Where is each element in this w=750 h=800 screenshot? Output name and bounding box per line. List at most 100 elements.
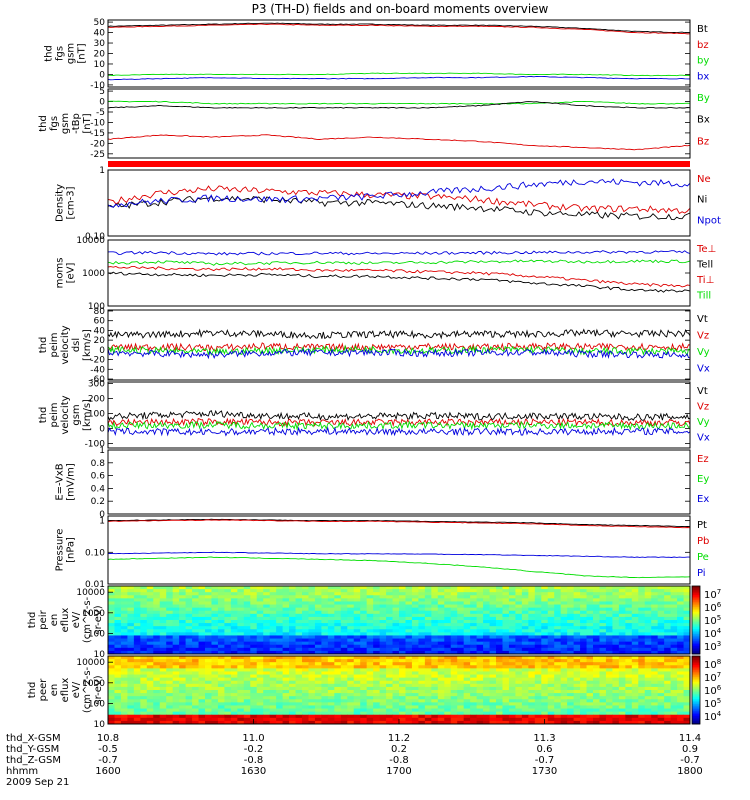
heatmap-cell	[560, 589, 568, 593]
heatmap-cell	[573, 650, 581, 655]
heatmap-cell	[185, 616, 193, 621]
x-tick-label: 1800	[677, 766, 702, 777]
heatmap-cell	[457, 714, 465, 719]
heatmap-cell	[127, 690, 135, 694]
heatmap-cell	[586, 620, 594, 624]
heatmap-cell	[612, 629, 620, 633]
heatmap-cell	[424, 708, 432, 713]
heatmap-cell	[153, 674, 161, 679]
heatmap-cell	[431, 601, 439, 606]
colorbar-cell	[692, 662, 700, 665]
heatmap-cell	[554, 598, 562, 602]
heatmap-cell	[185, 665, 193, 669]
heatmap-cell	[651, 623, 659, 627]
panel-frame	[107, 515, 691, 585]
heatmap-cell	[534, 674, 542, 679]
heatmap-cell	[437, 711, 445, 716]
heatmap-cell	[237, 607, 245, 612]
heatmap-cell	[612, 693, 620, 697]
heatmap-cell	[237, 690, 245, 694]
heatmap-cell	[605, 604, 613, 609]
heatmap-cell	[534, 680, 542, 685]
heatmap-cell	[386, 720, 394, 725]
heatmap-cell	[269, 708, 277, 713]
heatmap-cell	[554, 613, 562, 618]
y-axis-label-line: (cm^2-s-	[82, 666, 93, 713]
heatmap-cell	[515, 632, 523, 636]
legend-entry: Vz	[697, 402, 709, 413]
heatmap-cell	[230, 708, 238, 713]
heatmap-cell	[625, 635, 633, 640]
heatmap-cell	[502, 717, 510, 722]
heatmap-cell	[554, 632, 562, 636]
heatmap-cell	[379, 586, 387, 590]
heatmap-cell	[618, 620, 626, 624]
heatmap-cell	[302, 686, 309, 691]
heatmap-cell	[431, 604, 439, 609]
heatmap-cell	[379, 696, 387, 700]
heatmap-cell	[399, 604, 406, 609]
heatmap-cell	[418, 696, 426, 700]
colorbar-cell	[692, 609, 700, 612]
heatmap-cell	[230, 686, 238, 691]
heatmap-cell	[205, 665, 212, 669]
heatmap-cell	[327, 686, 335, 691]
heatmap-cell	[657, 711, 665, 716]
heatmap-cell	[353, 711, 361, 716]
heatmap-cell	[250, 690, 258, 694]
heatmap-cell	[302, 708, 309, 713]
heatmap-cell	[547, 659, 555, 663]
heatmap-cell	[483, 693, 491, 697]
heatmap-cell	[263, 665, 271, 669]
heatmap-cell	[528, 635, 536, 640]
heatmap-cell	[580, 620, 588, 624]
heatmap-cell	[599, 720, 607, 725]
heatmap-cell	[166, 677, 174, 682]
heatmap-cell	[360, 674, 368, 679]
heatmap-cell	[340, 641, 348, 646]
heatmap-cell	[541, 699, 549, 703]
heatmap-cell	[599, 702, 607, 706]
heatmap-cell	[379, 589, 387, 593]
heatmap-cell	[230, 711, 238, 716]
heatmap-cell	[444, 708, 452, 713]
heatmap-cell	[612, 616, 620, 621]
heatmap-cell	[580, 699, 588, 703]
heatmap-cell	[605, 647, 613, 652]
heatmap-cell	[282, 638, 290, 643]
heatmap-cell	[618, 641, 626, 646]
heatmap-cell	[153, 595, 161, 599]
heatmap-cell	[657, 650, 665, 655]
heatmap-cell	[528, 607, 536, 612]
heatmap-cell	[541, 668, 549, 672]
heatmap-cell	[664, 662, 672, 666]
heatmap-cell	[302, 659, 309, 663]
heatmap-cell	[379, 641, 387, 646]
heatmap-cell	[541, 601, 549, 606]
heatmap-cell	[153, 693, 161, 697]
heatmap-cell	[172, 595, 180, 599]
heatmap-cell	[424, 601, 432, 606]
heatmap-cell	[347, 693, 355, 697]
heatmap-cell	[489, 693, 497, 697]
heatmap-cell	[489, 671, 497, 676]
heatmap-cell	[179, 626, 187, 630]
heatmap-cell	[373, 629, 381, 633]
heatmap-cell	[179, 650, 187, 655]
heatmap-cell	[683, 638, 691, 643]
heatmap-cell	[547, 632, 555, 636]
heatmap-cell	[153, 607, 161, 612]
heatmap-cell	[638, 644, 646, 649]
heatmap-cell	[179, 616, 187, 621]
heatmap-cell	[625, 632, 633, 636]
y-tick-label: 1000	[82, 609, 105, 619]
heatmap-cell	[347, 696, 355, 700]
heatmap-cell	[133, 690, 141, 694]
heatmap-cell	[528, 693, 536, 697]
heatmap-cell	[308, 644, 316, 649]
heatmap-cell	[567, 690, 575, 694]
heatmap-cell	[463, 662, 471, 666]
heatmap-cell	[625, 644, 633, 649]
heatmap-cell	[276, 708, 284, 713]
